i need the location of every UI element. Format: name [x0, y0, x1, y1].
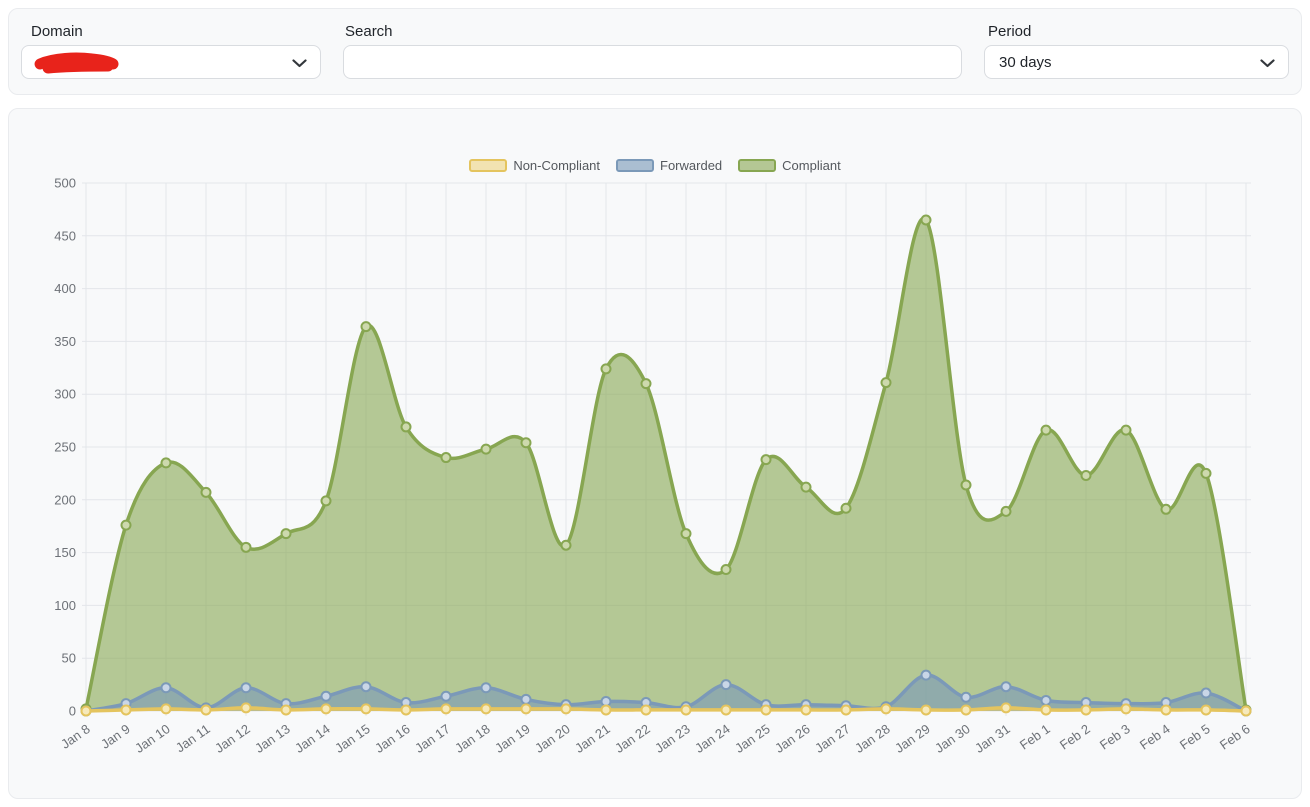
search-input[interactable]: [343, 45, 962, 79]
svg-text:Jan 19: Jan 19: [492, 721, 533, 756]
svg-text:Jan 17: Jan 17: [412, 721, 453, 756]
chevron-down-icon: [292, 59, 307, 68]
redacted-domain-scribble: [34, 52, 119, 74]
svg-text:250: 250: [54, 440, 76, 455]
svg-text:Jan 29: Jan 29: [892, 721, 933, 756]
legend-label-forwarded: Forwarded: [660, 158, 723, 173]
filter-bar: Domain Search Period 30 days: [8, 8, 1302, 95]
chart-card: Non-Compliant Forwarded Compliant 0 50 100…: [8, 108, 1302, 799]
svg-text:150: 150: [54, 545, 76, 560]
svg-text:Jan 30: Jan 30: [932, 721, 973, 756]
svg-text:Jan 22: Jan 22: [612, 721, 653, 756]
svg-text:100: 100: [54, 598, 76, 613]
svg-text:Jan 25: Jan 25: [732, 721, 773, 756]
svg-text:Feb 2: Feb 2: [1057, 721, 1093, 752]
svg-text:Jan 24: Jan 24: [692, 721, 733, 756]
series-non-compliant: [80, 702, 1252, 717]
domain-field: Domain: [21, 23, 321, 83]
svg-text:Jan 20: Jan 20: [532, 721, 573, 756]
svg-text:Jan 8: Jan 8: [58, 721, 93, 752]
svg-text:Jan 15: Jan 15: [332, 721, 373, 756]
svg-text:Feb 6: Feb 6: [1217, 721, 1253, 752]
compliance-area-chart[interactable]: 0 50 100 150 200 250 300 350 400 450 500 Jan 8 Jan 9…: [9, 109, 1303, 800]
svg-text:Jan 23: Jan 23: [652, 721, 693, 756]
svg-text:Jan 18: Jan 18: [452, 721, 493, 756]
svg-text:Jan 12: Jan 12: [212, 721, 253, 756]
period-field: Period 30 days: [984, 23, 1289, 83]
period-select[interactable]: 30 days: [984, 45, 1289, 79]
svg-text:50: 50: [62, 651, 76, 666]
legend-item-compliant: Compliant: [738, 158, 841, 173]
svg-text:300: 300: [54, 387, 76, 402]
svg-text:500: 500: [54, 176, 76, 191]
legend-label-compliant: Compliant: [782, 158, 841, 173]
period-label: Period: [988, 23, 1032, 40]
search-field: Search: [343, 23, 962, 83]
series-compliant: [80, 214, 1252, 716]
svg-text:Feb 3: Feb 3: [1097, 721, 1133, 752]
svg-text:450: 450: [54, 228, 76, 243]
chevron-down-icon: [1260, 59, 1275, 68]
y-axis-labels: 0 50 100 150 200 250 300 350 400 450 500: [54, 176, 76, 719]
svg-text:Jan 13: Jan 13: [252, 721, 293, 756]
svg-text:Jan 31: Jan 31: [972, 721, 1013, 756]
svg-text:Jan 14: Jan 14: [292, 721, 333, 756]
legend-item-non-compliant: Non-Compliant: [469, 158, 600, 173]
x-axis-labels: Jan 8 Jan 9 Jan 10 Jan 11 Jan 12 Jan 13 Jan 14…: [58, 721, 1253, 756]
period-selected-value: 30 days: [999, 53, 1052, 71]
svg-text:Jan 21: Jan 21: [572, 721, 613, 756]
svg-text:Jan 16: Jan 16: [372, 721, 413, 756]
legend-item-forwarded: Forwarded: [616, 158, 722, 173]
svg-text:200: 200: [54, 492, 76, 507]
search-label: Search: [345, 23, 393, 40]
svg-text:Jan 27: Jan 27: [812, 721, 853, 756]
legend-swatch-compliant: [738, 159, 777, 172]
svg-text:Jan 11: Jan 11: [173, 721, 213, 755]
legend-label-non-compliant: Non-Compliant: [513, 158, 601, 173]
chart-legend: Non-Compliant Forwarded Compliant: [9, 158, 1301, 173]
domain-select[interactable]: [21, 45, 321, 79]
svg-text:Feb 1: Feb 1: [1017, 721, 1053, 752]
svg-text:400: 400: [54, 281, 76, 296]
domain-label: Domain: [31, 23, 83, 40]
svg-text:Jan 10: Jan 10: [132, 721, 173, 756]
svg-text:Jan 28: Jan 28: [852, 721, 893, 756]
svg-text:Jan 26: Jan 26: [772, 721, 813, 756]
svg-text:350: 350: [54, 334, 76, 349]
svg-text:0: 0: [69, 704, 76, 719]
legend-swatch-forwarded: [616, 159, 655, 172]
svg-text:Jan 9: Jan 9: [98, 721, 133, 752]
svg-text:Feb 5: Feb 5: [1177, 721, 1213, 752]
legend-swatch-non-compliant: [469, 159, 508, 172]
svg-text:Feb 4: Feb 4: [1137, 721, 1173, 752]
